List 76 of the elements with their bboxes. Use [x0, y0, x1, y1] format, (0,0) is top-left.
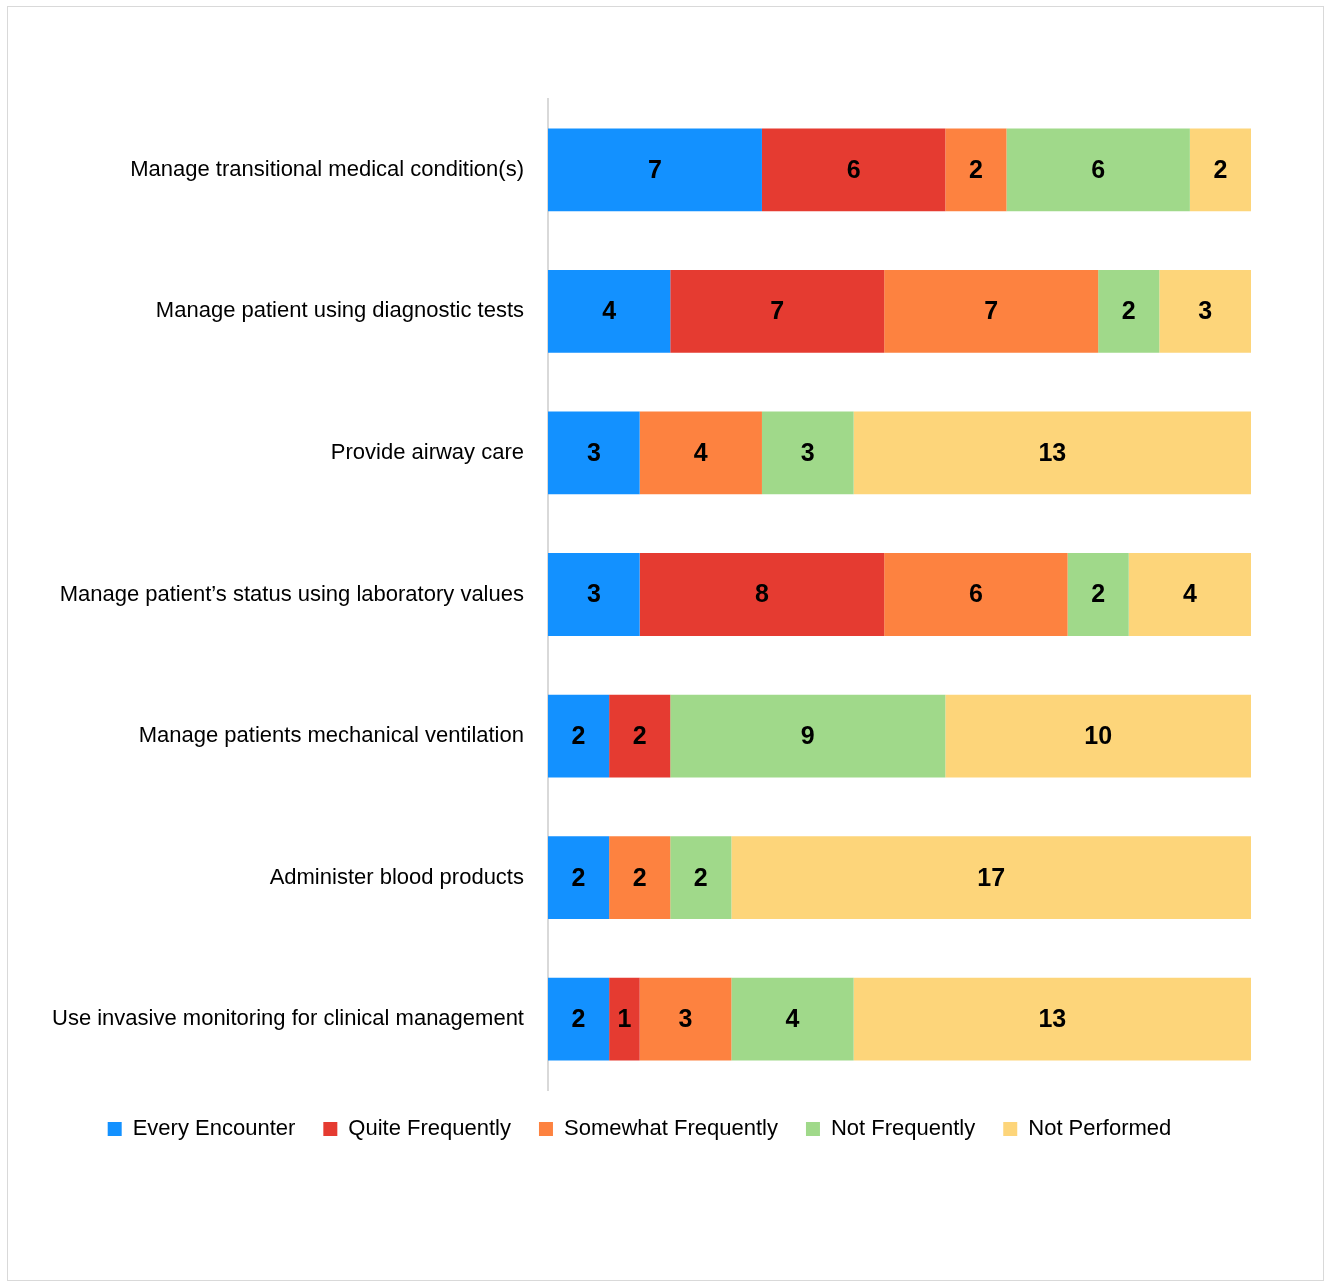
bar [731, 977, 854, 1061]
y-tick-label: Manage patient’s status using laboratory values [59, 580, 524, 606]
data-label: 13 [1038, 1004, 1067, 1033]
data-label: 4 [693, 437, 708, 466]
bar [609, 836, 671, 920]
bar [670, 836, 732, 920]
data-label: 3 [586, 437, 601, 466]
bar [547, 411, 640, 495]
data-label: 2 [968, 154, 983, 183]
legend-label: Quite Frequently [348, 1115, 511, 1141]
bar [1067, 553, 1129, 636]
legend-label: Every Encounter [132, 1115, 296, 1141]
bar [639, 411, 762, 495]
bar [547, 553, 640, 636]
y-tick-label: Manage patient using diagnostic tests [155, 297, 524, 323]
data-label: 1 [617, 1004, 632, 1033]
data-label: 2 [571, 1004, 586, 1033]
bar [1098, 269, 1160, 353]
data-label: 6 [968, 579, 983, 608]
data-label: 3 [800, 437, 815, 466]
y-tick-label: Use invasive monitoring for clinical management [51, 1005, 524, 1031]
data-label: 9 [800, 720, 815, 749]
bar [1189, 128, 1251, 212]
data-label: 4 [785, 1004, 800, 1033]
bar [670, 269, 885, 353]
data-label: 2 [632, 720, 647, 749]
bar [884, 553, 1068, 636]
legend-label: Somewhat Frequently [563, 1115, 778, 1141]
y-tick-label: Manage patients mechanical ventilation [138, 722, 524, 748]
data-label: 7 [770, 296, 785, 325]
data-label: 2 [693, 862, 708, 891]
data-label: 3 [678, 1004, 693, 1033]
data-label: 17 [977, 862, 1006, 891]
bar [609, 977, 640, 1061]
bar [639, 977, 732, 1061]
bar [945, 128, 1007, 212]
bar [1159, 269, 1251, 353]
data-label: 2 [1213, 154, 1228, 183]
data-label: 10 [1084, 720, 1113, 749]
bar [761, 411, 854, 495]
bar [547, 269, 671, 353]
bar [945, 694, 1251, 778]
bar [547, 694, 610, 778]
data-label: 2 [571, 720, 586, 749]
bar [609, 694, 671, 778]
data-label: 8 [755, 579, 769, 608]
legend-label: Not Performed [1028, 1115, 1172, 1141]
bar [853, 411, 1251, 495]
data-label: 3 [1198, 296, 1213, 325]
legend-label: Not Frequently [830, 1115, 976, 1141]
bar [884, 269, 1099, 353]
bar [853, 977, 1251, 1061]
bar [547, 836, 610, 920]
data-label: 2 [1121, 296, 1136, 325]
data-label: 4 [1182, 579, 1197, 608]
data-label: 7 [648, 154, 662, 183]
bar [670, 694, 946, 778]
y-tick-label: Provide airway care [330, 438, 524, 464]
bar [547, 977, 610, 1061]
data-label: 7 [984, 296, 999, 325]
data-label: 6 [1091, 154, 1106, 183]
data-label: 2 [571, 862, 586, 891]
data-label: 2 [632, 862, 647, 891]
bar [639, 553, 885, 636]
bar [731, 836, 1251, 920]
data-label: 3 [586, 579, 601, 608]
bar [1006, 128, 1190, 212]
data-label: 13 [1038, 437, 1067, 466]
data-label: 4 [602, 296, 617, 325]
y-tick-label: Manage transitional medical condition(s) [130, 155, 524, 181]
y-tick-label: Administer blood products [269, 863, 524, 889]
data-label: 6 [846, 154, 861, 183]
data-label: 2 [1091, 579, 1106, 608]
bar [1128, 553, 1251, 636]
bar [761, 128, 946, 212]
bar [547, 128, 762, 212]
